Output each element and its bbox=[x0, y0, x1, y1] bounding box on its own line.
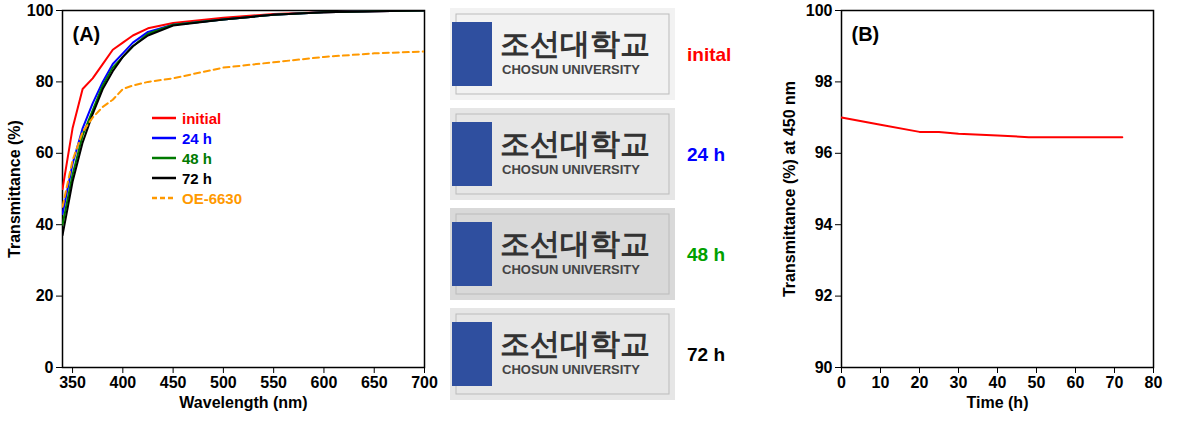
svg-text:400: 400 bbox=[109, 374, 136, 391]
svg-text:Wavelength (nm): Wavelength (nm) bbox=[179, 394, 307, 411]
svg-text:550: 550 bbox=[260, 374, 287, 391]
svg-text:0: 0 bbox=[837, 374, 846, 391]
svg-text:Transmittance (%) at 450 nm: Transmittance (%) at 450 nm bbox=[781, 81, 798, 297]
svg-text:(A): (A) bbox=[73, 23, 101, 45]
svg-text:90: 90 bbox=[815, 359, 833, 376]
html-text:OE-6630: OE-6630 bbox=[182, 189, 242, 207]
svg-text:98: 98 bbox=[815, 73, 833, 90]
svg-text:60: 60 bbox=[1067, 374, 1085, 391]
svg-text:700: 700 bbox=[411, 374, 438, 391]
svg-text:100: 100 bbox=[27, 2, 54, 19]
svg-text:650: 650 bbox=[361, 374, 388, 391]
svg-text:600: 600 bbox=[311, 374, 338, 391]
svg-text:100: 100 bbox=[806, 2, 833, 19]
svg-text:Transmittance (%): Transmittance (%) bbox=[6, 120, 23, 258]
svg-text:CHOSUN UNIVERSITY: CHOSUN UNIVERSITY bbox=[502, 262, 640, 277]
svg-text:80: 80 bbox=[1145, 374, 1163, 391]
html-text:48 h: 48 h bbox=[182, 149, 212, 167]
svg-text:조선대학교: 조선대학교 bbox=[500, 27, 650, 60]
svg-text:inital: inital bbox=[687, 44, 731, 65]
html-text:72 h: 72 h bbox=[182, 169, 212, 187]
svg-text:60: 60 bbox=[36, 144, 54, 161]
svg-text:80: 80 bbox=[36, 73, 54, 90]
svg-text:40: 40 bbox=[989, 374, 1007, 391]
svg-text:48 h: 48 h bbox=[687, 244, 725, 265]
svg-text:24 h: 24 h bbox=[687, 144, 725, 165]
svg-text:72 h: 72 h bbox=[687, 344, 725, 365]
svg-text:CHOSUN UNIVERSITY: CHOSUN UNIVERSITY bbox=[502, 162, 640, 177]
svg-text:CHOSUN UNIVERSITY: CHOSUN UNIVERSITY bbox=[502, 362, 640, 377]
svg-text:10: 10 bbox=[872, 374, 890, 391]
svg-text:Time (h): Time (h) bbox=[967, 394, 1029, 411]
svg-text:500: 500 bbox=[210, 374, 237, 391]
svg-text:350: 350 bbox=[59, 374, 86, 391]
svg-text:70: 70 bbox=[1106, 374, 1124, 391]
svg-text:96: 96 bbox=[815, 144, 833, 161]
html-text:24 h: 24 h bbox=[182, 129, 212, 147]
svg-text:40: 40 bbox=[36, 216, 54, 233]
svg-text:94: 94 bbox=[815, 216, 833, 233]
svg-text:(B): (B) bbox=[852, 23, 880, 45]
svg-text:조선대학교: 조선대학교 bbox=[500, 127, 650, 160]
svg-text:조선대학교: 조선대학교 bbox=[500, 327, 650, 360]
svg-text:50: 50 bbox=[1028, 374, 1046, 391]
svg-text:조선대학교: 조선대학교 bbox=[500, 227, 650, 260]
svg-text:20: 20 bbox=[36, 287, 54, 304]
svg-text:0: 0 bbox=[45, 359, 54, 376]
svg-text:450: 450 bbox=[160, 374, 187, 391]
html-text:initial: initial bbox=[182, 109, 222, 127]
svg-text:30: 30 bbox=[950, 374, 968, 391]
svg-text:92: 92 bbox=[815, 287, 833, 304]
svg-text:20: 20 bbox=[911, 374, 929, 391]
svg-text:CHOSUN UNIVERSITY: CHOSUN UNIVERSITY bbox=[502, 62, 640, 77]
